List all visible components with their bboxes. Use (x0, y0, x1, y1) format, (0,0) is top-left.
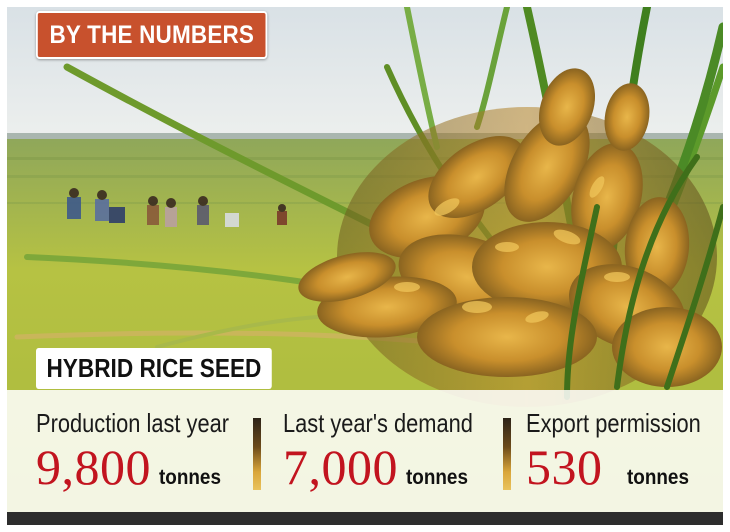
stat-value: 7,000 (283, 439, 398, 495)
stat-divider (503, 418, 511, 490)
stat-divider (253, 418, 261, 490)
stat-unit: tonnes (406, 466, 468, 489)
stat-value-row: 9,800 tonnes (36, 438, 228, 496)
stat-unit: tonnes (159, 466, 221, 489)
stats-panel: Production last year 9,800 tonnes Last ye… (7, 390, 723, 512)
stat-unit: tonnes (626, 466, 689, 489)
stat-label: Export permission (526, 408, 701, 438)
stat-value-row: 530 tonnes (526, 438, 695, 496)
section-title-badge: HYBRID RICE SEED (36, 348, 272, 389)
footer-bar (7, 512, 723, 525)
stat-value-row: 7,000 tonnes (283, 438, 475, 496)
stat-label: Last year's demand (283, 408, 473, 438)
by-the-numbers-badge: BY THE NUMBERS (36, 11, 268, 59)
stat-label: Production last year (36, 408, 230, 438)
stat-value: 530 (526, 439, 603, 495)
stat-value: 9,800 (36, 439, 151, 495)
